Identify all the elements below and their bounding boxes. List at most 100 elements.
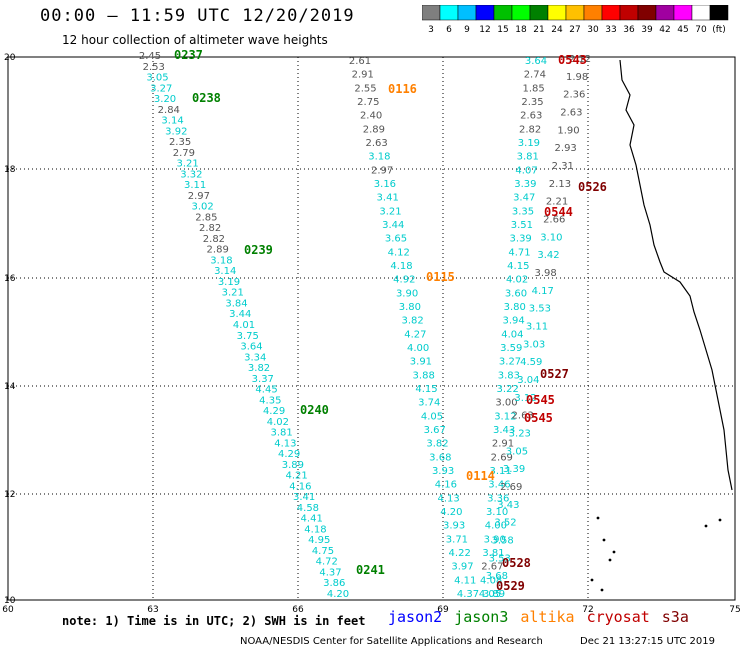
colorbar-label: 15 [497,25,508,35]
wave-height-value: 3.97 [451,562,473,573]
wave-height-value: 3.82 [248,363,270,374]
wave-height-value: 3.67 [424,425,446,436]
colorbar-label: 6 [446,25,452,35]
wave-height-value: 4.16 [289,481,311,492]
wave-height-value: 2.63 [512,411,534,422]
coastline [619,59,733,491]
y-tick-label: 14 [4,382,16,392]
wave-height-value: 3.32 [180,169,202,180]
wave-height-value: 2.85 [195,212,217,223]
wave-height-value: 2.84 [158,105,180,116]
colorbar-label: 39 [641,25,653,35]
wave-height-value: 3.44 [229,309,251,320]
wave-height-value: 3.82 [401,316,423,327]
wave-height-value: 3.41 [377,193,399,204]
wave-height-value: 4.00 [485,521,507,532]
wave-height-value: 1.90 [557,125,579,136]
wave-height-value: 2.63 [560,108,582,119]
wave-height-value: 3.58 [491,536,513,547]
wave-height-value: 3.93 [432,466,454,477]
wave-height-value: 2.12 [569,54,591,65]
y-tick-label: 10 [4,596,16,606]
wave-height-value: 3.27 [499,357,521,368]
wave-height-value: 3.43 [497,500,519,511]
wave-height-value: 3.80 [504,302,526,313]
wave-height-value: 2.89 [207,245,229,256]
pass-time-label: 0529 [496,579,525,593]
wave-height-value: 3.74 [418,398,440,409]
colorbar-label: 18 [515,25,527,35]
pass-time-label: 0526 [578,180,607,194]
wave-height-value: 3.53 [529,304,551,315]
wave-height-value: 4.71 [508,247,530,258]
pass-time-label: 0240 [300,403,329,417]
wave-height-value: 4.37 [457,589,479,600]
wave-height-value: 3.35 [512,206,534,217]
wave-height-value: 4.04 [501,329,523,340]
wave-height-value: 3.60 [505,288,527,299]
wave-height-value: 4.58 [297,503,319,514]
wave-height-value: 3.27 [150,83,172,94]
colorbar-label: (ft) [712,25,726,35]
wave-height-value: 2.75 [357,97,379,108]
wave-height-value: 4.05 [421,411,443,422]
wave-height-value: 2.45 [139,51,161,62]
legend-item: cryosat [586,608,650,626]
wave-height-value: 3.75 [237,331,259,342]
wave-height-value: 3.04 [517,375,539,386]
wave-height-value: 4.16 [435,480,457,491]
legend-item: jason3 [454,608,509,626]
wave-height-value: 3.89 [282,460,304,471]
wave-height-value: 3.83 [498,370,520,381]
wave-height-value: 2.13 [549,179,571,190]
wave-height-value: 2.91 [492,439,514,450]
timestamp-text: Dec 21 13:27:15 UTC 2019 [580,636,715,647]
wave-height-value: 2.61 [349,56,371,67]
wave-height-value: 3.41 [293,492,315,503]
x-tick-label: 60 [2,605,14,615]
wave-height-value: 4.17 [532,286,554,297]
colorbar-label: 36 [623,25,635,35]
colorbar-label: 70 [695,25,707,35]
wave-height-value: 2.55 [354,83,376,94]
wave-height-value: 3.00 [495,398,517,409]
wave-height-value: 3.68 [429,452,451,463]
y-tick-label: 12 [4,490,15,500]
wave-height-value: 4.02 [506,275,528,286]
wave-height-value: 4.22 [449,548,471,559]
wave-height-value: 3.86 [323,578,345,589]
wave-height-value: 3.36 [487,493,509,504]
wave-height-value: 3.81 [517,152,539,163]
wave-height-value: 3.18 [210,255,232,266]
wave-height-value: 4.18 [390,261,412,272]
wave-height-value: 3.03 [523,339,545,350]
wave-height-value: 4.15 [415,384,437,395]
wave-height-value: 3.44 [382,220,404,231]
wave-height-value: 3.12 [494,411,516,422]
wave-height-value: 3.89 [483,589,505,600]
colorbar-label: 45 [677,25,688,35]
island-marker [590,578,594,582]
wave-height-value: 2.79 [173,148,195,159]
wave-height-value: 1.98 [566,72,588,83]
wave-height-value: 3.51 [511,220,533,231]
colorbar-label: 9 [464,25,470,35]
wave-height-value: 3.21 [222,288,244,299]
wave-height-value: 3.90 [484,534,506,545]
wave-height-value: 2.69 [500,482,522,493]
wave-height-value: 2.69 [491,452,513,463]
legend-item: jason2 [388,608,443,626]
wave-height-value: 4.13 [437,493,459,504]
wave-height-value: 3.81 [482,548,504,559]
wave-height-value: 4.29 [263,406,285,417]
y-tick-label: 20 [4,53,16,63]
wave-height-value: 2.74 [524,70,546,81]
colorbar-label: 3 [428,25,434,35]
wave-height-value: 4.37 [319,567,341,578]
legend-item: s3a [661,608,689,626]
pass-time-label: 0116 [388,82,417,96]
wave-height-value: 2.89 [363,124,385,135]
pass-time-label: 0115 [426,270,455,284]
wave-height-value: 2.97 [371,165,393,176]
